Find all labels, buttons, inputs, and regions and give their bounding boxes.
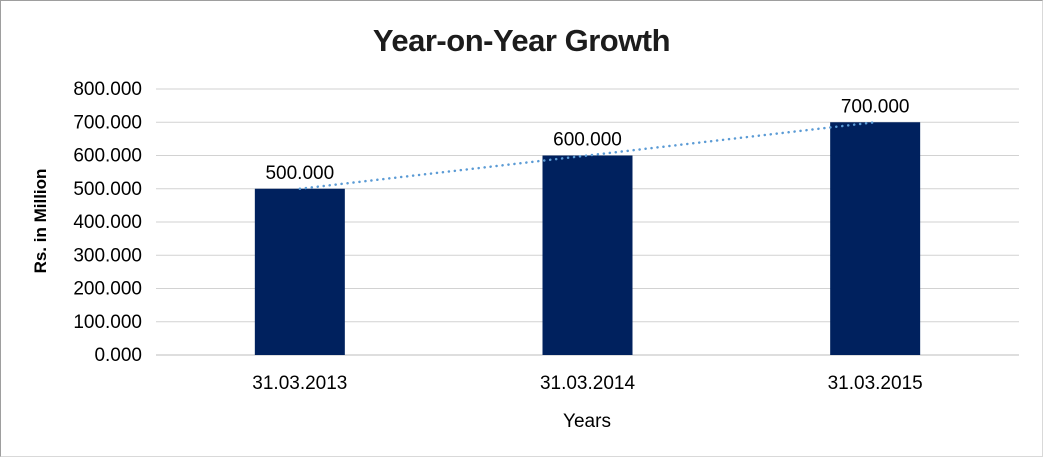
bar xyxy=(542,155,633,355)
data-label: 700.000 xyxy=(841,96,910,117)
y-tick-label: 600.000 xyxy=(73,146,142,167)
y-tick-label: 300.000 xyxy=(73,245,142,266)
data-label: 500.000 xyxy=(265,163,334,184)
trendline xyxy=(298,121,877,190)
y-tick-label: 200.000 xyxy=(73,279,142,300)
y-tick-label: 500.000 xyxy=(73,179,142,200)
data-label: 600.000 xyxy=(553,130,622,151)
x-tick-label: 31.03.2013 xyxy=(252,373,347,394)
x-tick-label: 31.03.2014 xyxy=(540,373,636,394)
y-tick-label: 700.000 xyxy=(73,112,142,133)
x-axis-title: Years xyxy=(563,411,611,432)
y-tick-label: 400.000 xyxy=(73,212,142,233)
bar xyxy=(830,122,921,355)
y-tick-label: 100.000 xyxy=(73,312,142,333)
bar xyxy=(254,188,345,355)
chart-title: Year-on-Year Growth xyxy=(372,23,671,58)
y-tick-label: 0.000 xyxy=(94,345,142,366)
x-tick-label: 31.03.2015 xyxy=(828,373,923,394)
y-tick-label: 800.000 xyxy=(73,79,142,100)
